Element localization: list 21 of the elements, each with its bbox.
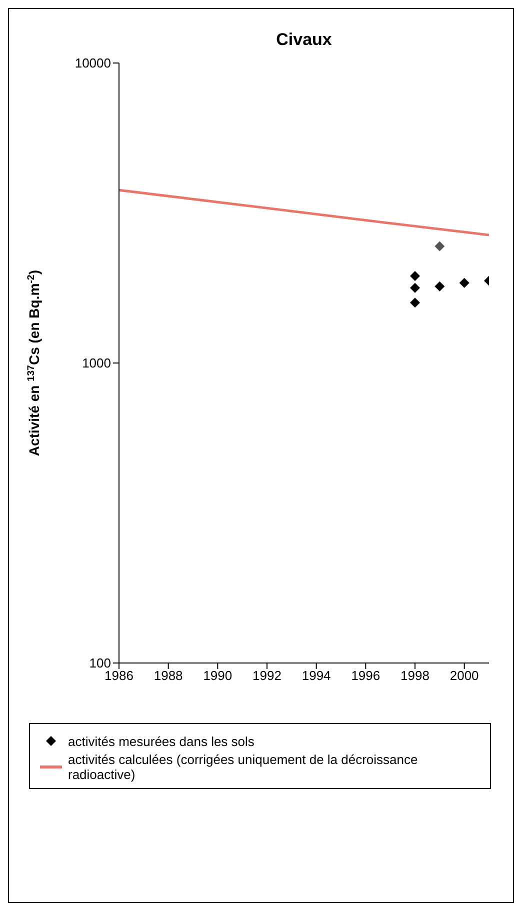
y-tick-label: 1000 (82, 356, 111, 371)
point (410, 298, 420, 308)
line-series (119, 188, 489, 236)
point (410, 282, 420, 293)
legend-label: activités mesurées dans les sols (68, 734, 254, 748)
point (434, 281, 445, 292)
x-tick-label: 1996 (351, 668, 380, 684)
x-tick-label: 1994 (302, 668, 331, 684)
y-tick-label: 10000 (74, 56, 111, 71)
x-tick-label: 1988 (154, 668, 183, 684)
chart-title: Civaux (276, 30, 332, 49)
x-tick-label: 1992 (252, 668, 282, 684)
point (459, 278, 470, 288)
x-tick-label: 2000 (450, 668, 479, 684)
point (434, 241, 445, 252)
y-tick-label: 100 (89, 656, 111, 671)
x-tick-label: 1998 (400, 668, 430, 684)
point (410, 270, 420, 281)
legend-label: activités calculées (corrigées uniquement de la décroissance radioactive) (68, 752, 419, 782)
x-tick-label: 1990 (203, 668, 232, 684)
x-tick-label: 1986 (104, 668, 134, 684)
